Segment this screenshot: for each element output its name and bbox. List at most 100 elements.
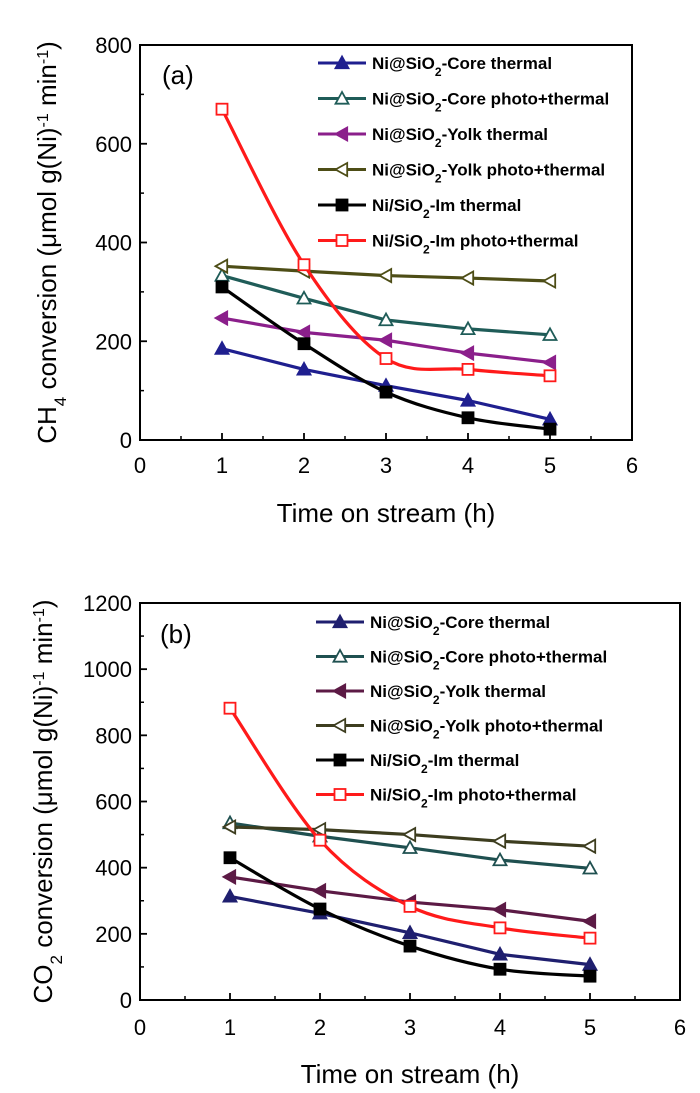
data-point — [297, 337, 311, 351]
y-axis-title: CO2 conversion (μmol g(Ni)-1 min-1) — [28, 599, 66, 1003]
x-tick-label: 6 — [674, 1015, 686, 1040]
data-point — [459, 345, 475, 362]
data-point — [377, 332, 393, 349]
data-point — [215, 102, 229, 116]
legend-entry: Ni@SiO2-Yolk thermal — [318, 125, 548, 150]
legend-entry: Ni@SiO2-Core photo+thermal — [316, 648, 607, 673]
data-point — [459, 320, 477, 336]
x-tick-label: 4 — [462, 453, 474, 478]
data-point — [491, 945, 509, 961]
data-point — [213, 258, 229, 275]
data-point — [583, 931, 597, 945]
legend-entry: Ni@SiO2-Yolk thermal — [316, 682, 546, 707]
data-point — [377, 311, 395, 327]
y-tick-label: 800 — [95, 723, 132, 748]
legend-entry: Ni/SiO2-Im photo+thermal — [316, 786, 576, 811]
x-tick-label: 6 — [626, 453, 638, 478]
x-axis-title: Time on stream (h) — [301, 1059, 520, 1089]
legend-marker — [335, 198, 349, 212]
series-5 — [223, 851, 597, 983]
series-5 — [215, 280, 557, 436]
legend-label: Ni/SiO2-Im thermal — [372, 196, 521, 221]
data-point — [491, 851, 509, 867]
legend-label: Ni@SiO2-Yolk photo+thermal — [372, 161, 605, 186]
data-point — [493, 921, 507, 935]
data-point — [221, 868, 237, 885]
legend-label: Ni@SiO2-Core photo+thermal — [370, 648, 607, 673]
data-point — [493, 962, 507, 976]
data-point — [213, 310, 229, 327]
y-tick-label: 800 — [95, 33, 132, 58]
legend-entry: Ni@SiO2-Yolk photo+thermal — [316, 717, 603, 742]
x-tick-label: 0 — [134, 1015, 146, 1040]
x-tick-label: 3 — [404, 1015, 416, 1040]
data-point — [459, 392, 477, 407]
data-point — [223, 851, 237, 865]
legend-marker — [333, 788, 347, 801]
legend-entry: Ni@SiO2-Yolk photo+thermal — [318, 161, 605, 186]
y-tick-label: 200 — [95, 922, 132, 947]
data-point — [401, 839, 419, 854]
x-tick-label: 5 — [544, 453, 556, 478]
legend-label: Ni@SiO2-Core thermal — [370, 613, 550, 638]
legend-marker — [333, 90, 351, 105]
data-point — [379, 352, 393, 365]
y-tick-label: 600 — [95, 790, 132, 815]
data-point — [379, 385, 393, 399]
series-6 — [215, 102, 557, 383]
data-point — [223, 701, 237, 715]
y-tick-label: 1000 — [83, 657, 132, 682]
legend-label: Ni@SiO2-Yolk thermal — [370, 682, 546, 707]
x-tick-label: 2 — [314, 1015, 326, 1040]
legend-label: Ni/SiO2-Im photo+thermal — [372, 232, 578, 257]
data-point — [543, 422, 557, 436]
series-4 — [221, 818, 597, 855]
data-point — [461, 362, 475, 376]
y-axis-title: CH4 conversion (μmol g(Ni)-1 min-1) — [32, 41, 70, 444]
y-tick-label: 400 — [95, 856, 132, 881]
data-point — [541, 326, 559, 341]
legend-marker — [333, 125, 349, 143]
legend-marker — [333, 54, 351, 70]
data-point — [295, 289, 313, 305]
data-point — [297, 258, 311, 272]
data-point — [295, 361, 313, 376]
data-point — [491, 833, 507, 850]
data-point — [543, 369, 557, 383]
series-line — [220, 108, 551, 378]
chart-panel-b: 0 1 2 3 4 5 6 0 200 400 600 800 1000 1200 Time on stre… — [28, 591, 686, 1089]
legend-marker — [333, 753, 347, 767]
x-tick-label: 3 — [380, 453, 392, 478]
x-tick-label: 4 — [494, 1015, 506, 1040]
data-point — [311, 882, 327, 899]
data-point — [491, 901, 507, 918]
data-point — [377, 267, 393, 284]
legend-entry: Ni@SiO2-Core thermal — [316, 613, 550, 638]
legend-entry: Ni@SiO2-Core thermal — [318, 54, 552, 79]
y-tick-label: 0 — [120, 988, 132, 1013]
data-point — [401, 924, 419, 939]
data-point — [213, 340, 231, 355]
data-point — [221, 818, 237, 836]
data-point — [313, 902, 327, 916]
data-point — [581, 913, 597, 930]
legend-marker — [331, 717, 347, 734]
legend-marker — [331, 613, 349, 629]
data-point — [221, 888, 239, 903]
legend-marker — [335, 234, 349, 247]
x-tick-label: 0 — [134, 453, 146, 478]
series-2 — [213, 267, 559, 341]
x-tick-label: 2 — [298, 453, 310, 478]
x-tick-label: 5 — [584, 1015, 596, 1040]
x-tick-label: 1 — [224, 1015, 236, 1040]
series-3 — [213, 310, 557, 371]
legend-label: Ni@SiO2-Yolk thermal — [372, 125, 548, 150]
data-point — [461, 411, 475, 425]
legend-marker — [331, 682, 347, 700]
data-point — [403, 899, 417, 913]
y-tick-label: 200 — [95, 329, 132, 354]
legend-marker — [333, 161, 349, 178]
data-point — [583, 969, 597, 983]
data-point — [541, 354, 557, 371]
